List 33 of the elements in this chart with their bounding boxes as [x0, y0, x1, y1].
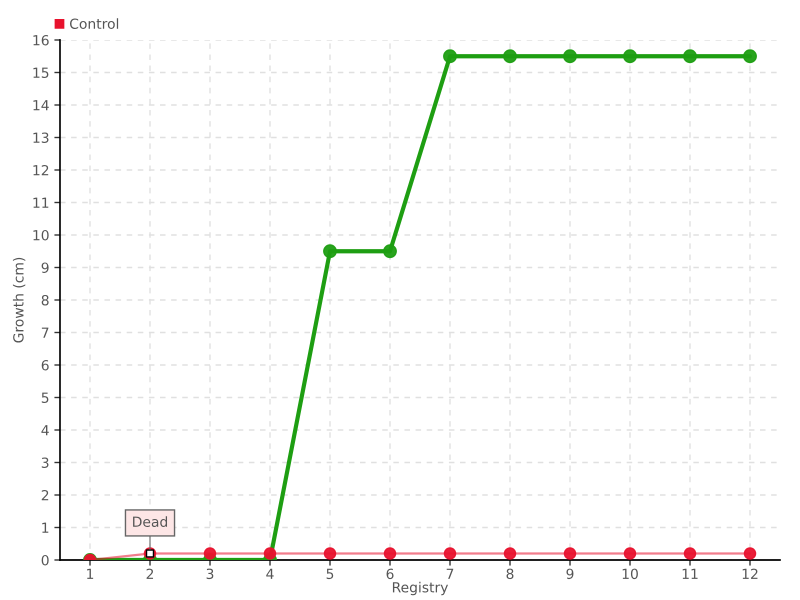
x-tick-label: 11	[682, 568, 698, 579]
x-tick-label: 9	[566, 568, 574, 580]
x-tick-label: 2	[146, 568, 154, 579]
y-tick-label: 2	[42, 490, 48, 500]
y-tick-label: 4	[41, 425, 49, 436]
y-tick-label: 8	[42, 294, 49, 306]
y-tick-label: 12	[33, 164, 48, 176]
x-tick-label: 3	[206, 568, 214, 580]
x-tick-label: 12	[742, 568, 758, 579]
y-tick-label: 10	[33, 230, 49, 240]
y-tick-label: 3	[42, 457, 48, 468]
x-tick-label: 5	[326, 568, 334, 580]
y-tick-label: 5	[42, 392, 48, 403]
y-tick-label: 0	[42, 554, 49, 566]
annotation: Dead	[133, 516, 168, 527]
x-tick-label: 1	[87, 568, 94, 579]
y-tick-label: 11	[33, 198, 48, 208]
x-tick-label: 4	[266, 568, 274, 579]
y-tick-label: 6	[42, 360, 49, 370]
y-tick-label: 16	[33, 34, 49, 46]
y-axis-title: Growth (cm)	[12, 258, 26, 343]
y-tick-label: 7	[42, 328, 48, 338]
legend-label: Control	[70, 18, 118, 29]
x-tick-label: 6	[386, 568, 394, 580]
y-tick-label: 14	[33, 100, 49, 110]
y-tick-label: 15	[33, 68, 48, 78]
y-tick-label: 13	[33, 132, 48, 143]
x-axis-title: Registry	[392, 582, 448, 596]
x-tick-label: 10	[622, 568, 638, 580]
x-tick-label: 7	[446, 568, 454, 579]
y-tick-label: 9	[42, 262, 49, 273]
x-tick-label: 8	[506, 568, 514, 580]
y-tick-label: 1	[42, 522, 48, 533]
